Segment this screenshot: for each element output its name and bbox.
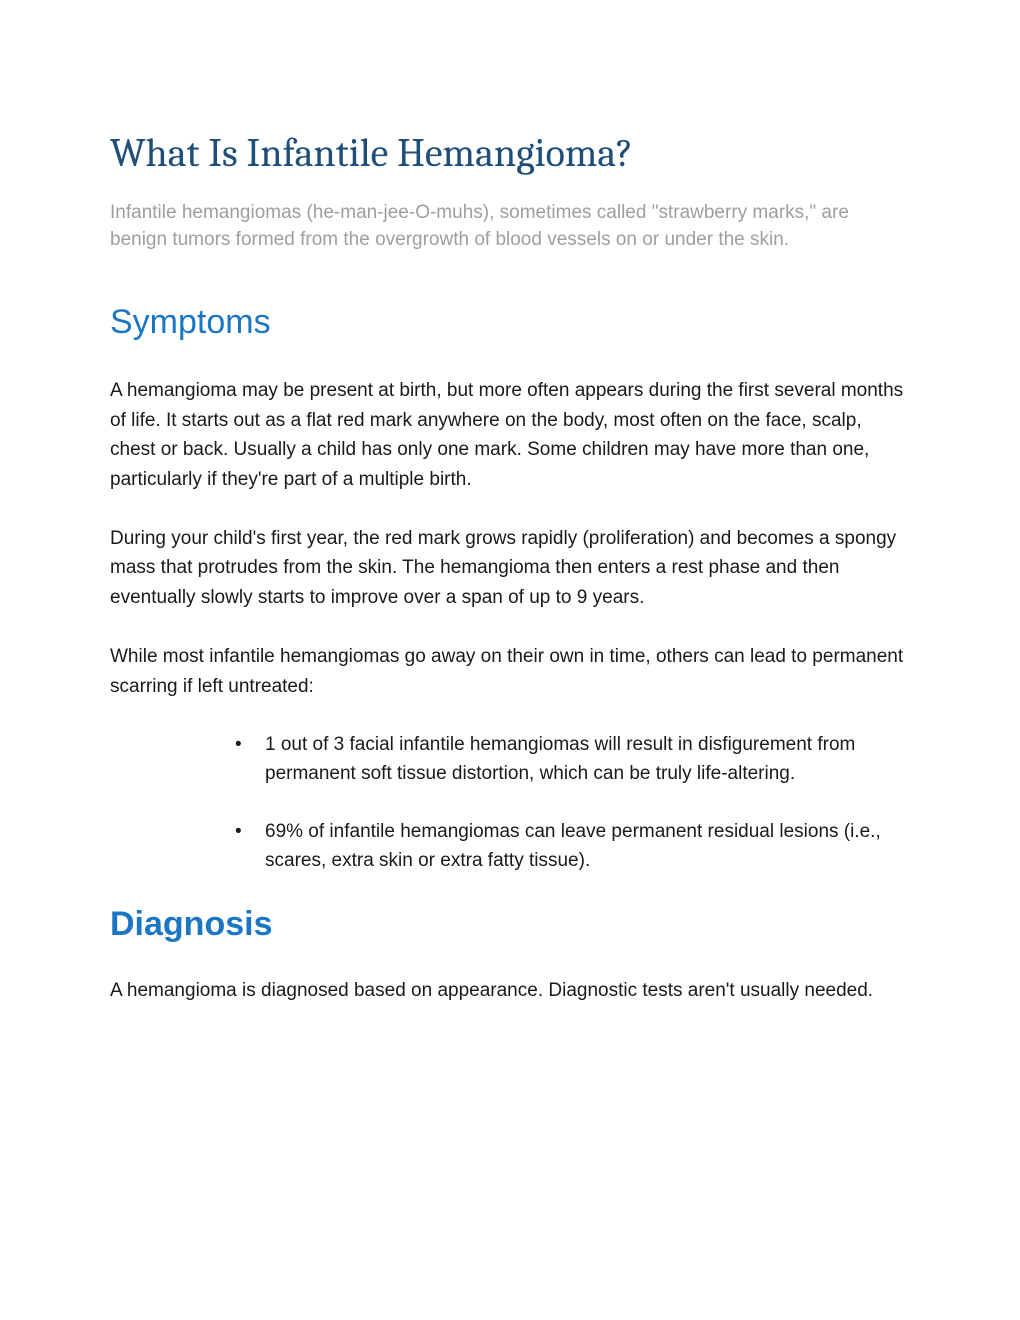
symptoms-para-3: While most infantile hemangiomas go away… — [110, 642, 910, 701]
list-item: 1 out of 3 facial infantile hemangiomas … — [110, 731, 910, 788]
diagnosis-heading: Diagnosis — [110, 905, 910, 944]
diagnosis-para-1: A hemangioma is diagnosed based on appea… — [110, 978, 910, 1004]
page-title: What Is Infantile Hemangioma? — [110, 130, 910, 176]
symptoms-heading: Symptoms — [110, 303, 910, 342]
symptoms-para-2: During your child's first year, the red … — [110, 524, 910, 612]
symptoms-bullets: 1 out of 3 facial infantile hemangiomas … — [110, 731, 910, 875]
symptoms-para-1: A hemangioma may be present at birth, bu… — [110, 376, 910, 494]
intro-paragraph: Infantile hemangiomas (he-man-jee-O-muhs… — [110, 200, 910, 253]
list-item: 69% of infantile hemangiomas can leave p… — [110, 818, 910, 875]
